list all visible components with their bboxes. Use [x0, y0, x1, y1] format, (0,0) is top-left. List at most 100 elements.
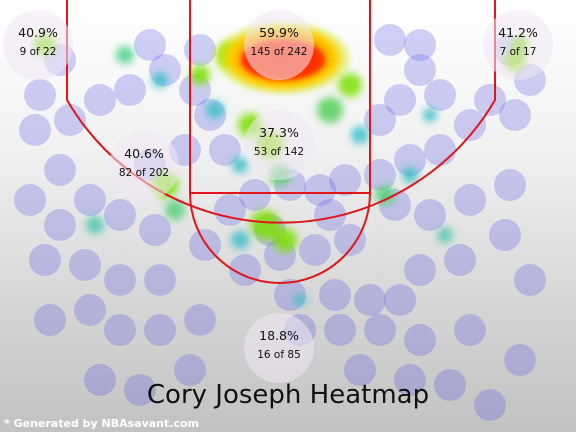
cool-heat-blob	[44, 209, 76, 241]
mid-heat-blob	[206, 101, 224, 119]
zone-count: 145 of 242	[250, 46, 308, 58]
zone-pct: 41.2%	[498, 25, 538, 40]
cool-heat-blob	[184, 304, 216, 336]
mid-heat-blob	[86, 216, 104, 234]
lane-box	[189, 0, 371, 194]
mid-heat-blob	[423, 108, 437, 122]
mid-heat-blob	[273, 228, 297, 252]
cool-heat-blob	[104, 314, 136, 346]
mid-heat-blob	[152, 72, 168, 88]
zone-restricted-area: 59.9% 145 of 242	[244, 10, 314, 80]
cool-heat-blob	[444, 244, 476, 276]
cool-heat-blob	[334, 224, 366, 256]
cool-heat-blob	[214, 194, 246, 226]
cool-heat-blob	[209, 134, 241, 166]
cool-heat-blob	[104, 199, 136, 231]
cool-heat-blob	[404, 324, 436, 356]
mid-heat-blob	[402, 167, 418, 183]
zone-count: 16 of 85	[257, 349, 301, 361]
cool-heat-blob	[299, 234, 331, 266]
mid-heat-blob	[232, 157, 248, 173]
cool-heat-blob	[414, 199, 446, 231]
cool-heat-blob	[374, 24, 406, 56]
cool-heat-blob	[454, 109, 486, 141]
mid-heat-blob	[231, 231, 249, 249]
cool-heat-blob	[134, 29, 166, 61]
cool-heat-blob	[329, 164, 361, 196]
cool-heat-blob	[304, 174, 336, 206]
mid-heat-blob	[190, 65, 210, 85]
cool-heat-blob	[24, 79, 56, 111]
cool-heat-blob	[364, 104, 396, 136]
cool-heat-blob	[384, 84, 416, 116]
mid-heat-blob	[375, 185, 395, 205]
cool-heat-blob	[174, 354, 206, 386]
cool-heat-blob	[354, 284, 386, 316]
cool-heat-blob	[489, 219, 521, 251]
cool-heat-blob	[69, 249, 101, 281]
cool-heat-blob	[454, 314, 486, 346]
zone-count: 9 of 22	[19, 46, 57, 58]
cool-heat-blob	[84, 364, 116, 396]
cool-heat-blob	[434, 369, 466, 401]
cool-heat-blob	[424, 79, 456, 111]
mid-heat-blob	[437, 227, 453, 243]
cool-heat-blob	[104, 264, 136, 296]
cool-heat-blob	[404, 54, 436, 86]
cool-heat-blob	[499, 99, 531, 131]
cool-heat-blob	[139, 214, 171, 246]
cool-heat-blob	[314, 199, 346, 231]
cool-heat-blob	[504, 344, 536, 376]
cool-heat-blob	[404, 254, 436, 286]
cool-heat-blob	[239, 179, 271, 211]
cool-heat-blob	[184, 34, 216, 66]
zone-above-break-three: 18.8% 16 of 85	[244, 313, 314, 383]
zone-left-corner: 40.9% 9 of 22	[3, 10, 73, 80]
zone-pct: 40.6%	[124, 146, 164, 161]
mid-heat-blob	[250, 210, 280, 240]
zone-left-wing-midrange: 40.6% 82 of 202	[109, 131, 179, 201]
cool-heat-blob	[424, 134, 456, 166]
cool-heat-blob	[34, 304, 66, 336]
zone-right-corner: 41.2% 7 of 17	[483, 10, 553, 80]
cool-heat-blob	[44, 154, 76, 186]
three-point-line	[66, 0, 496, 224]
free-throw-circle	[189, 192, 371, 284]
mid-heat-blob	[116, 46, 134, 64]
cool-heat-blob	[84, 84, 116, 116]
cool-heat-blob	[144, 314, 176, 346]
cool-heat-blob	[144, 264, 176, 296]
cool-heat-blob	[514, 264, 546, 296]
cool-heat-blob	[74, 294, 106, 326]
mid-heat-blob	[294, 294, 306, 306]
cool-heat-blob	[324, 314, 356, 346]
cool-heat-blob	[74, 184, 106, 216]
cool-heat-blob	[19, 114, 51, 146]
cool-heat-blob	[474, 84, 506, 116]
cool-heat-blob	[364, 314, 396, 346]
cool-heat-blob	[394, 144, 426, 176]
mid-heat-blob	[351, 126, 369, 144]
zone-pct: 37.3%	[259, 125, 299, 140]
cool-heat-blob	[14, 184, 46, 216]
cool-heat-blob	[114, 74, 146, 106]
cool-heat-blob	[344, 354, 376, 386]
zone-count: 53 of 142	[253, 146, 305, 158]
court-lines	[66, 0, 496, 284]
cool-heat-blob	[494, 169, 526, 201]
zone-pct: 18.8%	[259, 328, 299, 343]
mid-heat-blob	[338, 73, 362, 97]
zone-paint: 37.3% 53 of 142	[244, 110, 314, 180]
zone-pct: 40.9%	[18, 25, 58, 40]
zone-pct: 59.9%	[259, 25, 299, 40]
cool-heat-blob	[454, 184, 486, 216]
zone-count: 82 of 202	[118, 167, 170, 179]
chart-title: Cory Joseph Heatmap	[146, 380, 430, 410]
cool-heat-blob	[29, 244, 61, 276]
cool-heat-blob	[394, 364, 426, 396]
generated-by-credit: * Generated by NBAsavant.com	[4, 417, 199, 430]
cool-heat-blob	[404, 29, 436, 61]
cool-heat-blob	[364, 159, 396, 191]
